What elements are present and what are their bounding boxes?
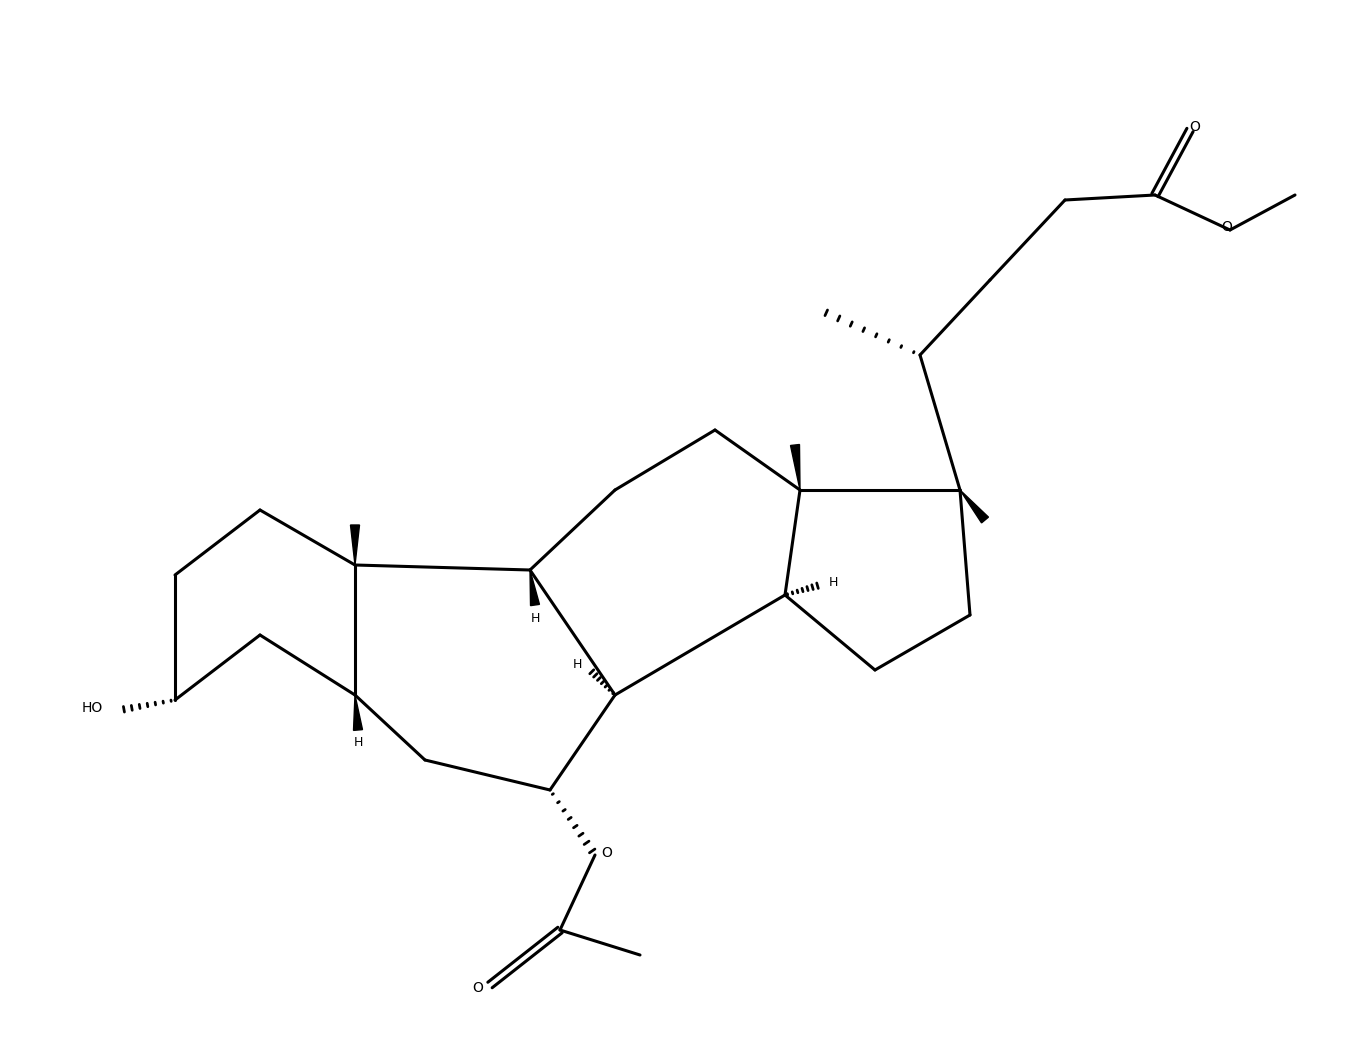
Text: H: H bbox=[828, 577, 838, 589]
Text: O: O bbox=[472, 981, 483, 995]
Polygon shape bbox=[960, 490, 989, 523]
Text: H: H bbox=[573, 658, 582, 671]
Polygon shape bbox=[354, 695, 363, 731]
Text: H: H bbox=[354, 736, 363, 749]
Text: HO: HO bbox=[82, 701, 102, 715]
Text: O: O bbox=[601, 846, 612, 860]
Text: O: O bbox=[1221, 220, 1232, 234]
Polygon shape bbox=[790, 445, 800, 490]
Polygon shape bbox=[530, 570, 540, 605]
Polygon shape bbox=[351, 525, 359, 565]
Text: O: O bbox=[1190, 120, 1201, 134]
Text: H: H bbox=[530, 612, 540, 624]
